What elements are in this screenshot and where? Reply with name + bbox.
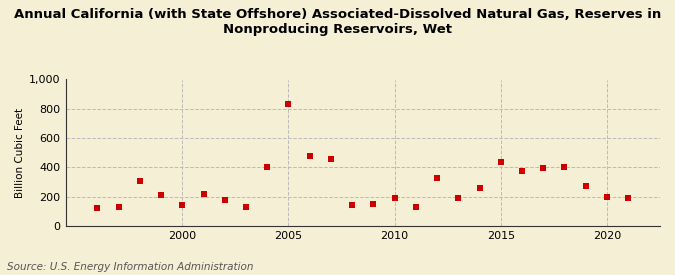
- Point: [198, 192, 209, 197]
- Y-axis label: Billion Cubic Feet: Billion Cubic Feet: [15, 108, 25, 198]
- Point: [262, 165, 273, 169]
- Point: [304, 153, 315, 158]
- Point: [240, 205, 251, 209]
- Point: [580, 184, 591, 189]
- Point: [219, 198, 230, 202]
- Point: [516, 169, 527, 173]
- Point: [453, 196, 464, 200]
- Point: [283, 102, 294, 107]
- Text: Source: U.S. Energy Information Administration: Source: U.S. Energy Information Administ…: [7, 262, 253, 272]
- Point: [389, 196, 400, 200]
- Point: [113, 205, 124, 209]
- Point: [623, 196, 634, 200]
- Point: [134, 179, 145, 183]
- Point: [156, 193, 167, 197]
- Point: [538, 166, 549, 170]
- Point: [177, 202, 188, 207]
- Point: [92, 206, 103, 211]
- Point: [601, 194, 612, 199]
- Point: [325, 156, 336, 161]
- Point: [368, 202, 379, 206]
- Text: Annual California (with State Offshore) Associated-Dissolved Natural Gas, Reserv: Annual California (with State Offshore) …: [14, 8, 661, 36]
- Point: [559, 165, 570, 169]
- Point: [474, 186, 485, 190]
- Point: [347, 202, 358, 207]
- Point: [495, 160, 506, 164]
- Point: [410, 205, 421, 209]
- Point: [432, 176, 443, 180]
